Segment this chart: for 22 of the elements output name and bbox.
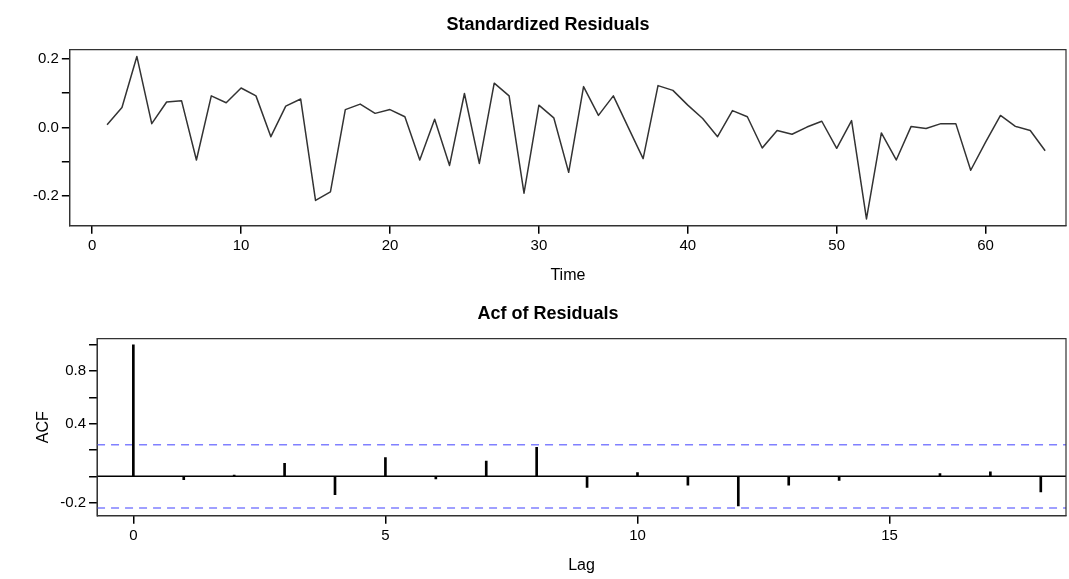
- x-axis-title: Lag: [568, 555, 595, 573]
- x-tick-label: 10: [232, 235, 250, 253]
- chart-title: Acf of Residuals: [477, 302, 619, 323]
- x-tick-label: 15: [881, 525, 898, 543]
- x-tick-label: 50: [828, 235, 846, 253]
- x-tick-label: 40: [679, 235, 697, 253]
- x-tick-label: 30: [530, 235, 548, 253]
- x-tick-label: 20: [381, 235, 399, 253]
- y-tick-label: -0.2: [32, 186, 59, 204]
- x-tick-label: 10: [629, 525, 646, 543]
- chart-title: Standardized Residuals: [446, 13, 650, 34]
- x-tick-label: 5: [381, 525, 390, 543]
- y-tick-label: 0.2: [37, 49, 59, 66]
- x-axis-title: Time: [550, 265, 586, 283]
- x-tick-label: 0: [88, 235, 97, 253]
- y-tick-label: 0.0: [37, 117, 59, 135]
- y-axis-title: ACF: [34, 410, 52, 444]
- y-tick-label: 0.8: [65, 361, 87, 379]
- x-tick-label: 60: [977, 235, 994, 253]
- y-tick-label: 0.4: [65, 413, 87, 431]
- y-tick-label: -0.2: [60, 492, 87, 510]
- x-tick-label: 0: [129, 525, 138, 543]
